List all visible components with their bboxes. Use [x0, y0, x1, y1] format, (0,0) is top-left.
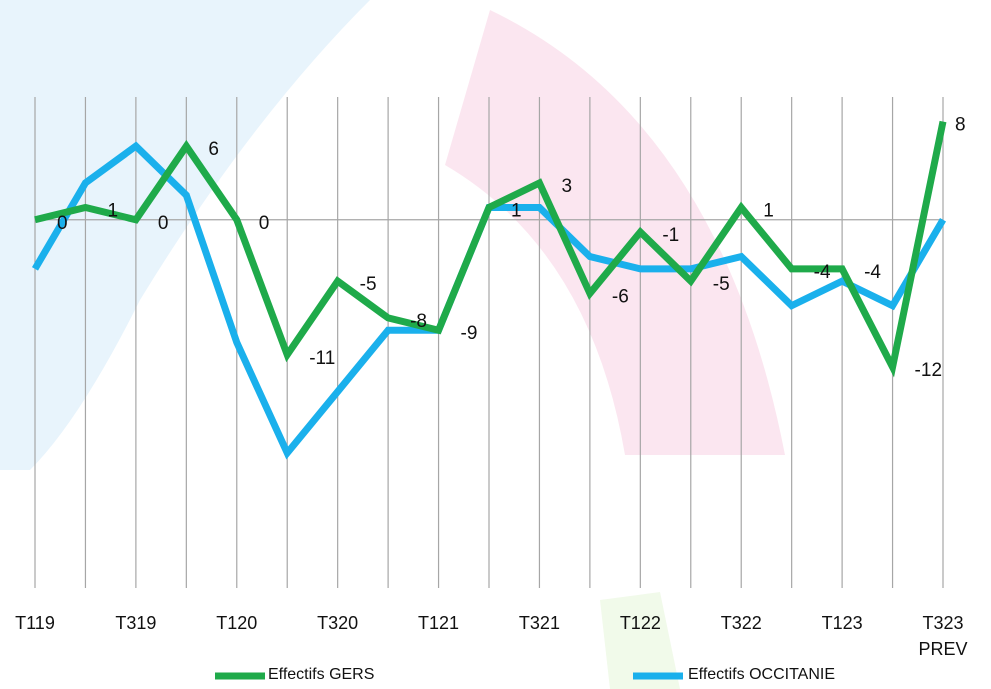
- x-tick-label: T120: [216, 613, 258, 633]
- data-label: 6: [208, 139, 219, 160]
- data-label: -12: [915, 360, 942, 381]
- data-label: 1: [107, 200, 118, 221]
- data-label: -4: [864, 262, 881, 283]
- line: [34, 120, 947, 378]
- legend-label: Effectifs GERS: [268, 666, 375, 683]
- data-label: -4: [814, 262, 831, 283]
- data-label: 1: [511, 200, 522, 221]
- x-tick-label: T319: [115, 613, 157, 633]
- data-label: -11: [309, 348, 335, 369]
- legend-label: Effectifs OCCITANIE: [688, 666, 835, 683]
- x-tick-label: T323 PREV: [918, 613, 968, 659]
- background-shape: [0, 0, 370, 470]
- data-label: 0: [57, 213, 68, 234]
- x-tick-label: T123: [821, 613, 863, 633]
- x-tick-label: T121: [418, 613, 460, 633]
- x-tick-label: T320: [317, 613, 359, 633]
- x-tick-label: T321: [518, 613, 560, 633]
- x-tick-label: T322: [720, 613, 762, 633]
- data-label: 8: [955, 115, 966, 136]
- data-label: -9: [461, 323, 478, 344]
- data-label: -1: [662, 225, 679, 246]
- data-label: 3: [561, 176, 572, 197]
- data-label: 0: [259, 213, 270, 234]
- background-shape: [600, 592, 680, 689]
- x-tick-label: T119: [15, 613, 55, 633]
- data-label: -5: [360, 274, 377, 295]
- data-label: -6: [612, 286, 629, 307]
- data-label: 1: [763, 200, 774, 221]
- data-label: 0: [158, 213, 169, 234]
- data-label: -5: [713, 274, 730, 295]
- data-label: -8: [410, 311, 427, 332]
- x-tick-label: T122: [619, 613, 661, 633]
- background-shape: [445, 10, 785, 455]
